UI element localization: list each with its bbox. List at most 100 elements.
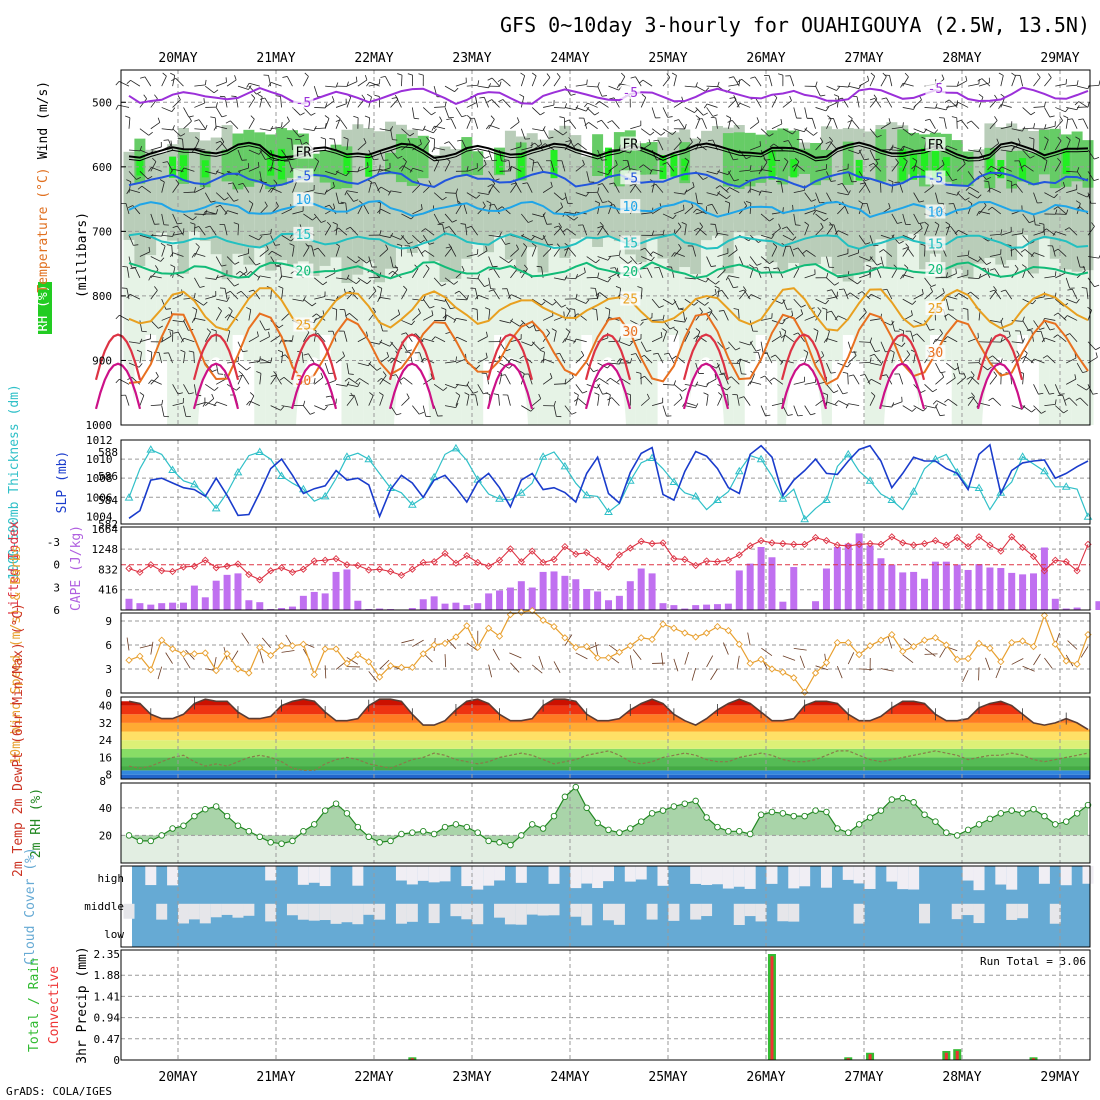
wind-barb-flag (483, 159, 487, 165)
wind-barb (521, 146, 533, 151)
wind-barb-flag (726, 386, 731, 391)
wind-barb (335, 245, 340, 257)
wind-barb (521, 213, 529, 223)
rh-point (659, 807, 667, 814)
rh-band-mid (483, 160, 495, 253)
rh-band-mid (788, 142, 800, 263)
wind-barb-flag (320, 372, 324, 378)
wind-speed-point (528, 606, 536, 615)
thickness-point (255, 447, 265, 455)
contour-label-bg (620, 136, 641, 151)
rh-point (616, 829, 623, 836)
high-cloud-cell (1060, 866, 1072, 886)
rh-point (627, 825, 634, 832)
wind-barb (771, 123, 783, 130)
wind-barb-flag (138, 363, 143, 368)
precip-convective-bar (410, 1058, 414, 1060)
wind-speed-point (626, 642, 634, 650)
wind-barb-flag (955, 268, 957, 274)
wind-barb (717, 269, 726, 279)
cape-bar (169, 602, 177, 610)
warm-contour (290, 362, 338, 410)
freezing-level-shadow (128, 144, 1089, 162)
wind-barb (183, 167, 195, 172)
surface-wind-barb (684, 652, 689, 665)
wind-barb (635, 76, 642, 87)
wind-barb (662, 298, 673, 305)
wind-barb (749, 256, 758, 266)
wind-barb-flag (1076, 298, 1080, 304)
wind-barb (303, 246, 310, 257)
wind-barb-flag (530, 142, 535, 147)
wind-barb-flag (345, 313, 350, 317)
wind-barb-flag (993, 286, 997, 291)
wind-barb-flag (392, 139, 398, 141)
wind-barb (880, 122, 891, 130)
wind-barb (488, 256, 493, 267)
wind-barb (761, 169, 773, 172)
rh-band-mid (722, 127, 734, 274)
rh-point (485, 837, 492, 845)
wind-barb (456, 336, 467, 343)
surface-wind-barb (924, 648, 936, 657)
wind-barb (172, 128, 181, 137)
wind-barb (635, 353, 642, 364)
cape-bar (844, 543, 852, 610)
middle-cloud-cell (581, 903, 593, 926)
wind-barb-flag (736, 103, 741, 108)
wind-barb (417, 246, 424, 257)
wind-speed-point (136, 652, 144, 660)
thickness-point (582, 490, 592, 499)
wind-barb-flag (769, 377, 775, 382)
wind-barb (510, 358, 522, 364)
wind-barb (510, 320, 520, 327)
wind-barb (368, 117, 371, 129)
wind-barb (423, 128, 434, 134)
wind-barb-flag (177, 137, 183, 140)
wind-barb (749, 374, 755, 385)
wind-barb-flag (710, 116, 716, 119)
wind-barb (673, 384, 683, 392)
wind-barb (880, 341, 886, 352)
wind-barb (198, 226, 206, 236)
wind-barb-flag (1042, 355, 1048, 359)
rh-point (877, 807, 885, 814)
wind-barb-flag (704, 301, 709, 306)
wind-barb (989, 233, 1001, 236)
middle-cloud-cell (526, 903, 538, 915)
wind-barb (886, 97, 893, 108)
rh-band-saturated (201, 160, 209, 178)
surface-wind-barb (538, 655, 544, 669)
wind-barb (673, 320, 685, 323)
wind-speed-point (561, 634, 569, 642)
wind-barb-flag (268, 166, 272, 172)
wind-barb (902, 161, 908, 172)
wind-barb-flag (1053, 312, 1059, 316)
wind-barb (662, 107, 669, 118)
rh-band-low (1071, 214, 1083, 425)
wind-barb (1001, 166, 1012, 172)
wind-barb-flag (286, 116, 290, 122)
surface-wind-barb (379, 659, 390, 670)
wind-barb (968, 277, 980, 280)
wind-barb-flag (649, 251, 654, 256)
wind-barb-flag (703, 392, 709, 396)
wind-barb (833, 224, 838, 236)
wind-barb (1087, 341, 1096, 351)
rh-point (834, 825, 841, 832)
wind-barb (283, 377, 293, 385)
wind-barb (684, 160, 690, 172)
wind-barb (706, 378, 717, 385)
warm-contour (682, 362, 730, 410)
wind-barb (422, 107, 432, 116)
wind-barb (1057, 248, 1067, 257)
high-cloud-cell (973, 866, 985, 891)
wind-barb-flag (602, 201, 608, 203)
wind-barb (837, 85, 849, 88)
wind-barb (477, 164, 487, 172)
wind-barb-flag (866, 264, 872, 268)
surface-wind-barb (887, 635, 893, 649)
wind-barb (346, 139, 349, 151)
